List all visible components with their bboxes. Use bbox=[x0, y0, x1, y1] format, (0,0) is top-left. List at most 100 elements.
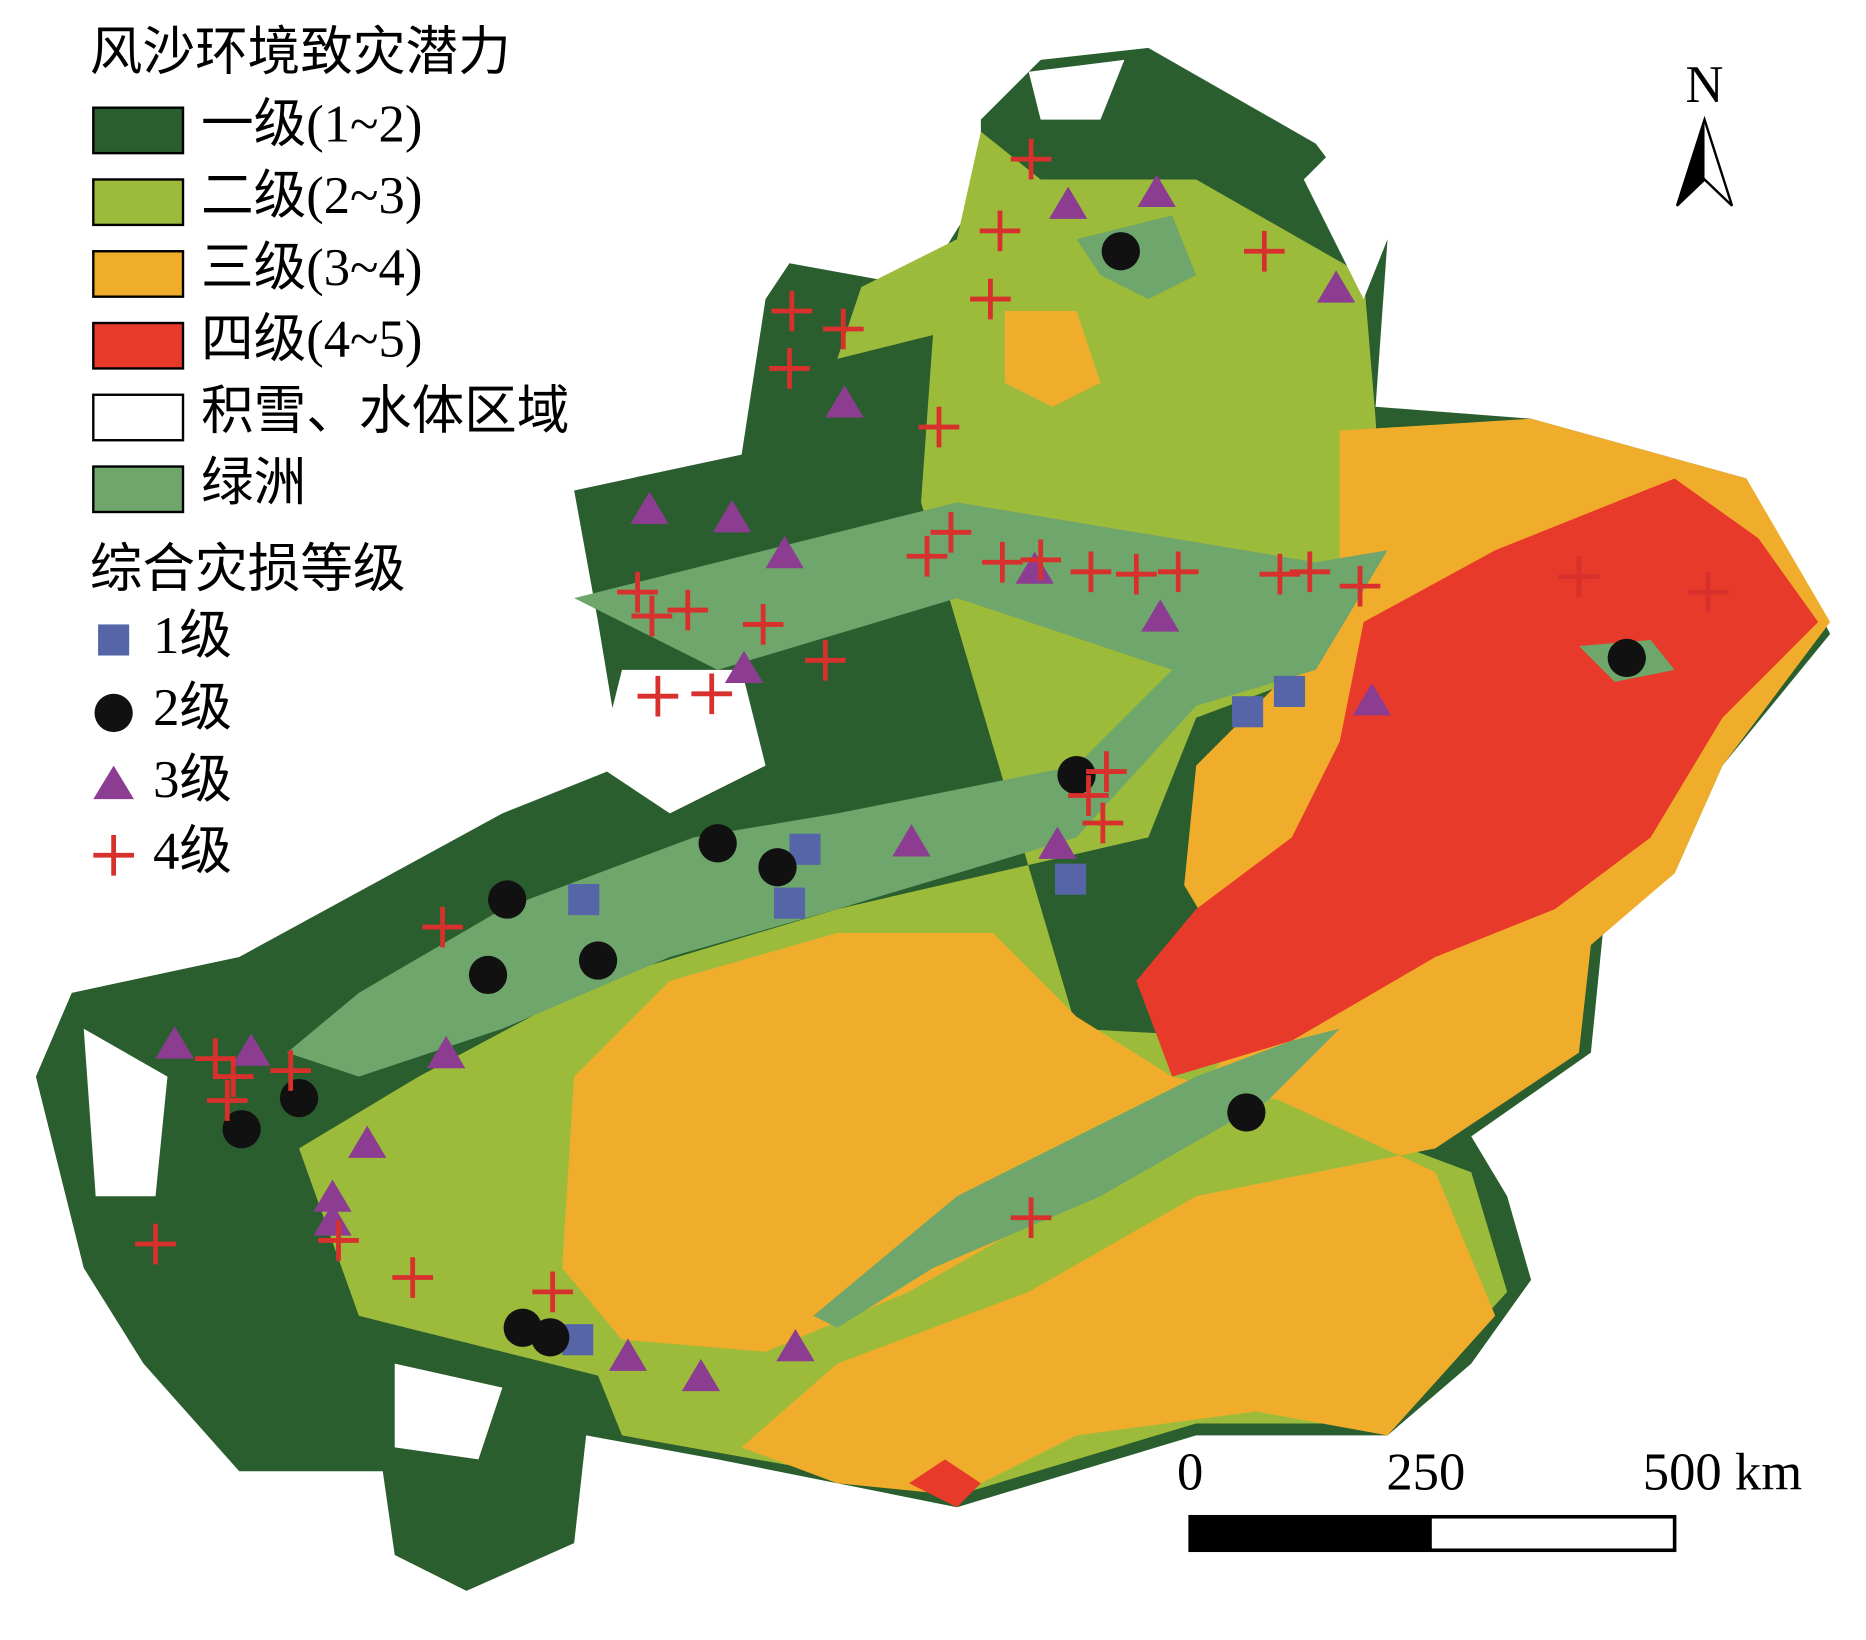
damage-marker bbox=[1352, 683, 1392, 716]
damage-marker bbox=[724, 650, 764, 684]
damage-marker bbox=[155, 1026, 194, 1059]
damage-marker bbox=[1049, 186, 1088, 219]
damage-marker bbox=[769, 348, 810, 389]
north-label: N bbox=[1686, 56, 1724, 114]
scale-label: 250 bbox=[1386, 1443, 1465, 1501]
legend-symbol bbox=[93, 834, 134, 876]
damage-marker bbox=[906, 535, 948, 577]
damage-marker bbox=[1038, 826, 1077, 859]
snow-water bbox=[83, 1028, 168, 1197]
legend-symbol bbox=[98, 624, 130, 656]
region-level4 bbox=[909, 1459, 981, 1508]
damage-marker bbox=[1086, 751, 1127, 792]
legend-label: 3级 bbox=[153, 751, 232, 809]
damage-marker bbox=[712, 500, 752, 533]
damage-marker bbox=[348, 1125, 387, 1158]
damage-marker bbox=[532, 1271, 573, 1313]
damage-marker bbox=[1558, 556, 1600, 597]
legend-swatch bbox=[92, 178, 185, 227]
damage-marker bbox=[1015, 551, 1054, 584]
damage-marker bbox=[194, 1038, 236, 1079]
damage-marker bbox=[392, 1257, 434, 1298]
legend-label: 三级(3~4) bbox=[201, 239, 422, 297]
damage-marker bbox=[1157, 551, 1199, 593]
snow-water bbox=[394, 1363, 503, 1460]
region-level4 bbox=[1136, 478, 1819, 1077]
damage-marker bbox=[232, 1033, 271, 1066]
legend-label: 4级 bbox=[153, 823, 232, 881]
damage-marker bbox=[222, 1110, 261, 1149]
damage-marker bbox=[982, 541, 1023, 583]
damage-marker bbox=[1227, 1093, 1266, 1132]
damage-marker bbox=[1055, 863, 1087, 895]
damage-marker bbox=[776, 1328, 815, 1362]
damage-marker bbox=[970, 278, 1011, 320]
damage-marker bbox=[1137, 174, 1176, 207]
legend-label: 2级 bbox=[153, 679, 232, 737]
damage-marker bbox=[270, 1050, 311, 1091]
damage-marker bbox=[667, 589, 709, 631]
damage-marker bbox=[1687, 571, 1729, 613]
damage-marker bbox=[637, 675, 679, 717]
damage-marker bbox=[1316, 270, 1356, 303]
snow-water bbox=[1303, 143, 1388, 300]
oasis bbox=[287, 502, 1388, 1077]
damage-marker bbox=[681, 1358, 721, 1392]
damage-markers bbox=[135, 138, 1729, 1392]
damage-marker bbox=[979, 210, 1021, 252]
scale-label: 0 bbox=[1177, 1443, 1203, 1501]
damage-marker bbox=[1289, 551, 1331, 593]
damage-marker bbox=[608, 1338, 648, 1371]
damage-marker bbox=[1607, 638, 1646, 678]
legend-label: 1级 bbox=[153, 607, 232, 665]
damage-marker bbox=[630, 491, 669, 524]
damage-marker bbox=[805, 639, 846, 681]
damage-marker bbox=[279, 1078, 319, 1118]
oasis bbox=[813, 1028, 1340, 1328]
legend-label: 绿洲 bbox=[201, 454, 306, 512]
legend-label: 二级(2~3) bbox=[201, 167, 422, 225]
damage-marker bbox=[318, 1220, 359, 1261]
damage-marker bbox=[1082, 802, 1124, 844]
legend: 风沙环境致灾潜力 一级(1~2) 二级(2~3) 三级(3~4) 四级(4~5)… bbox=[90, 24, 570, 881]
region-level3 bbox=[1004, 311, 1101, 407]
damage-marker bbox=[422, 906, 463, 948]
damage-marker bbox=[742, 604, 784, 645]
legend-label: 一级(1~2) bbox=[201, 95, 422, 153]
damage-marker bbox=[1339, 565, 1381, 607]
scale-label: 500 km bbox=[1643, 1443, 1802, 1501]
damage-marker bbox=[531, 1318, 570, 1357]
damage-marker bbox=[135, 1223, 176, 1265]
damage-marker bbox=[918, 406, 960, 448]
damage-marker bbox=[1101, 232, 1140, 271]
damage-marker bbox=[631, 595, 673, 637]
legend-title: 风沙环境致灾潜力 bbox=[90, 24, 511, 82]
damage-marker bbox=[1010, 1197, 1052, 1239]
damage-marker bbox=[1273, 675, 1306, 707]
legend-symbol bbox=[94, 693, 133, 733]
legend-label: 积雪、水体区域 bbox=[201, 382, 569, 440]
damage-marker bbox=[765, 535, 804, 569]
legend-label: 四级(4~5) bbox=[201, 311, 422, 369]
damage-marker bbox=[773, 887, 806, 919]
damage-marker bbox=[1070, 551, 1112, 593]
damage-marker bbox=[206, 1080, 248, 1121]
damage-marker bbox=[427, 1035, 466, 1069]
legend-swatch bbox=[92, 465, 185, 514]
damage-marker bbox=[771, 290, 813, 332]
damage-marker bbox=[468, 955, 508, 995]
legend-swatch bbox=[92, 106, 185, 155]
damage-marker bbox=[212, 1056, 254, 1097]
scale-bar-segment bbox=[1190, 1516, 1432, 1551]
damage-marker bbox=[1232, 696, 1264, 728]
scale-bar: 0 250 500 km bbox=[1177, 1443, 1802, 1553]
legend-swatch bbox=[92, 321, 185, 370]
damage-marker bbox=[691, 673, 733, 715]
damage-marker bbox=[1141, 599, 1180, 632]
legend-title: 综合灾损等级 bbox=[90, 540, 406, 598]
damage-marker bbox=[313, 1203, 352, 1236]
damage-marker bbox=[1116, 553, 1157, 595]
damage-marker bbox=[825, 385, 864, 418]
damage-marker bbox=[892, 824, 931, 857]
